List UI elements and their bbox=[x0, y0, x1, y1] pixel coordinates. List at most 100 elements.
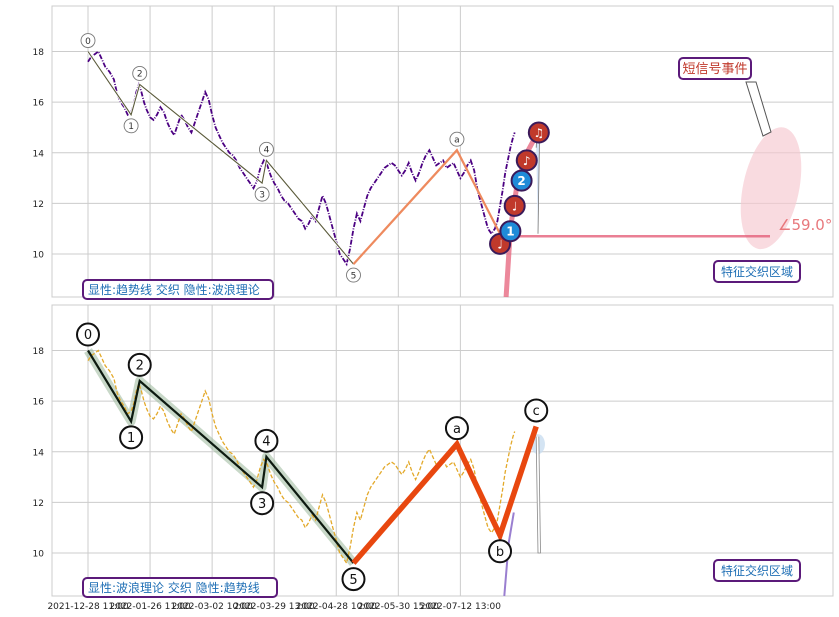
top-price-series bbox=[87, 50, 516, 267]
svg-text:3: 3 bbox=[259, 190, 265, 200]
region-label-bottom-text: 特征交织区域 bbox=[721, 563, 793, 578]
signal-marker-3: ♩ bbox=[503, 194, 526, 217]
signal-callout: 短信号事件 bbox=[678, 57, 772, 137]
x-tick-label-3: 2022-03-29 13:00 bbox=[234, 602, 315, 612]
y-tick-label: 14 bbox=[33, 149, 45, 159]
top-trend-line bbox=[86, 50, 355, 265]
callout-arrow-icon bbox=[745, 81, 772, 137]
bottom-highlight-purple bbox=[503, 512, 515, 597]
wave-label-2: 2 bbox=[132, 65, 148, 81]
y-tick-label: 16 bbox=[33, 99, 45, 109]
x-tick-label-4: 2022-04-28 10:00 bbox=[296, 602, 377, 612]
svg-text:4: 4 bbox=[264, 146, 270, 156]
bottom-plot-area bbox=[51, 304, 834, 597]
svg-text:1: 1 bbox=[506, 225, 514, 239]
top-wave-line bbox=[352, 148, 501, 265]
svg-text:2: 2 bbox=[137, 70, 143, 80]
bottom-wave-path bbox=[351, 425, 539, 565]
bottom-grid bbox=[52, 305, 833, 596]
bottom-price-line bbox=[87, 349, 516, 565]
svg-text:0: 0 bbox=[85, 37, 91, 47]
top-grid bbox=[52, 6, 833, 297]
wave-label-4: 4 bbox=[254, 428, 279, 453]
y-tick-label: 12 bbox=[33, 499, 44, 509]
svg-text:♫: ♫ bbox=[533, 126, 544, 140]
wave-label-1: 1 bbox=[123, 118, 139, 134]
y-tick-label: 10 bbox=[33, 250, 45, 260]
bottom-trend-path bbox=[87, 349, 355, 564]
svg-text:0: 0 bbox=[84, 328, 92, 343]
top-price-line bbox=[87, 50, 516, 267]
x-tick-label-6: 2022-07-12 13:00 bbox=[420, 602, 501, 612]
svg-text:5: 5 bbox=[351, 271, 357, 281]
bottom-y-axis: 10 12 14 16 18 bbox=[33, 347, 45, 559]
angle-label: ∠59.0° bbox=[778, 216, 832, 234]
top-plot-area bbox=[51, 5, 834, 298]
wave-label-b: b bbox=[488, 539, 513, 564]
wave-label-3: 3 bbox=[250, 491, 275, 516]
svg-text:♩: ♩ bbox=[512, 199, 518, 213]
wave-label-5: 5 bbox=[341, 567, 366, 592]
signal-marker-6: ♫ bbox=[527, 121, 550, 144]
wave-label-1: 1 bbox=[119, 425, 144, 450]
svg-text:5: 5 bbox=[349, 573, 357, 588]
y-tick-label: 14 bbox=[33, 448, 45, 458]
svg-text:2: 2 bbox=[136, 359, 144, 374]
legend-top: 显性:趋势线 交织 隐性:波浪理论 bbox=[82, 279, 274, 300]
wave-label-c: c bbox=[524, 398, 549, 423]
wave-label-a: a bbox=[449, 131, 465, 147]
svg-text:c: c bbox=[533, 404, 540, 419]
y-tick-label: 12 bbox=[33, 200, 44, 210]
top-wave-path bbox=[352, 148, 501, 265]
wave-label-5: 5 bbox=[346, 267, 361, 283]
legend-bottom-text: 显性:波浪理论 交织 隐性:趋势线 bbox=[88, 580, 260, 595]
x-tick-label-5: 2022-05-30 15:00 bbox=[358, 602, 439, 612]
callout-box bbox=[678, 57, 752, 80]
y-tick-label: 18 bbox=[33, 347, 45, 357]
top-trend-path bbox=[87, 51, 354, 265]
svg-text:3: 3 bbox=[258, 497, 266, 512]
x-tick-label-1: 2022-01-26 11:00 bbox=[110, 602, 191, 612]
svg-text:2: 2 bbox=[517, 174, 525, 188]
svg-text:1: 1 bbox=[127, 431, 135, 446]
svg-text:4: 4 bbox=[262, 435, 270, 450]
bottom-highlight-spike bbox=[535, 436, 541, 554]
region-label-top: 特征交织区域 bbox=[713, 260, 801, 283]
y-tick-label: 16 bbox=[33, 398, 45, 408]
region-label-bottom: 特征交织区域 bbox=[713, 559, 801, 582]
x-tick-label-2: 2022-03-02 10:00 bbox=[172, 602, 253, 612]
svg-text:♪: ♪ bbox=[523, 154, 531, 168]
wave-label-2: 2 bbox=[127, 352, 152, 377]
x-tick-label-0: 2021-12-28 11:00 bbox=[47, 602, 128, 612]
bottom-price-series bbox=[87, 349, 516, 565]
svg-text:a: a bbox=[454, 135, 460, 145]
top-highlight-ellipse bbox=[740, 127, 802, 250]
signal-marker-2: 1 bbox=[499, 220, 522, 243]
svg-text:b: b bbox=[496, 545, 504, 560]
svg-text:♩: ♩ bbox=[497, 237, 503, 251]
wave-label-4: 4 bbox=[258, 141, 274, 157]
svg-text:a: a bbox=[453, 422, 461, 437]
top-wave-labels: 0 1 2 3 4 5 a bbox=[80, 33, 465, 283]
wave-label-a: a bbox=[444, 416, 469, 441]
bottom-wave-labels: 0 1 2 3 4 5 a b c bbox=[76, 322, 549, 592]
signal-marker-4: 2 bbox=[510, 169, 533, 192]
signal-marker-5: ♪ bbox=[515, 149, 538, 172]
region-label-top-text: 特征交织区域 bbox=[721, 264, 793, 279]
wave-label-0: 0 bbox=[80, 33, 96, 48]
top-y-axis: 10 12 14 16 18 bbox=[33, 48, 45, 260]
svg-text:1: 1 bbox=[128, 122, 134, 132]
top-signal-markers: ♩1♩2♪♫ bbox=[489, 121, 550, 255]
legend-top-text: 显性:趋势线 交织 隐性:波浪理论 bbox=[88, 282, 260, 297]
callout-text: 短信号事件 bbox=[682, 62, 747, 77]
bottom-trend-line bbox=[87, 349, 355, 564]
legend-bottom: 显性:波浪理论 交织 隐性:趋势线 bbox=[82, 577, 278, 598]
y-tick-label: 10 bbox=[33, 549, 45, 559]
wave-label-3: 3 bbox=[254, 186, 270, 202]
y-tick-label: 18 bbox=[33, 48, 45, 58]
bottom-wave-line bbox=[351, 425, 539, 565]
